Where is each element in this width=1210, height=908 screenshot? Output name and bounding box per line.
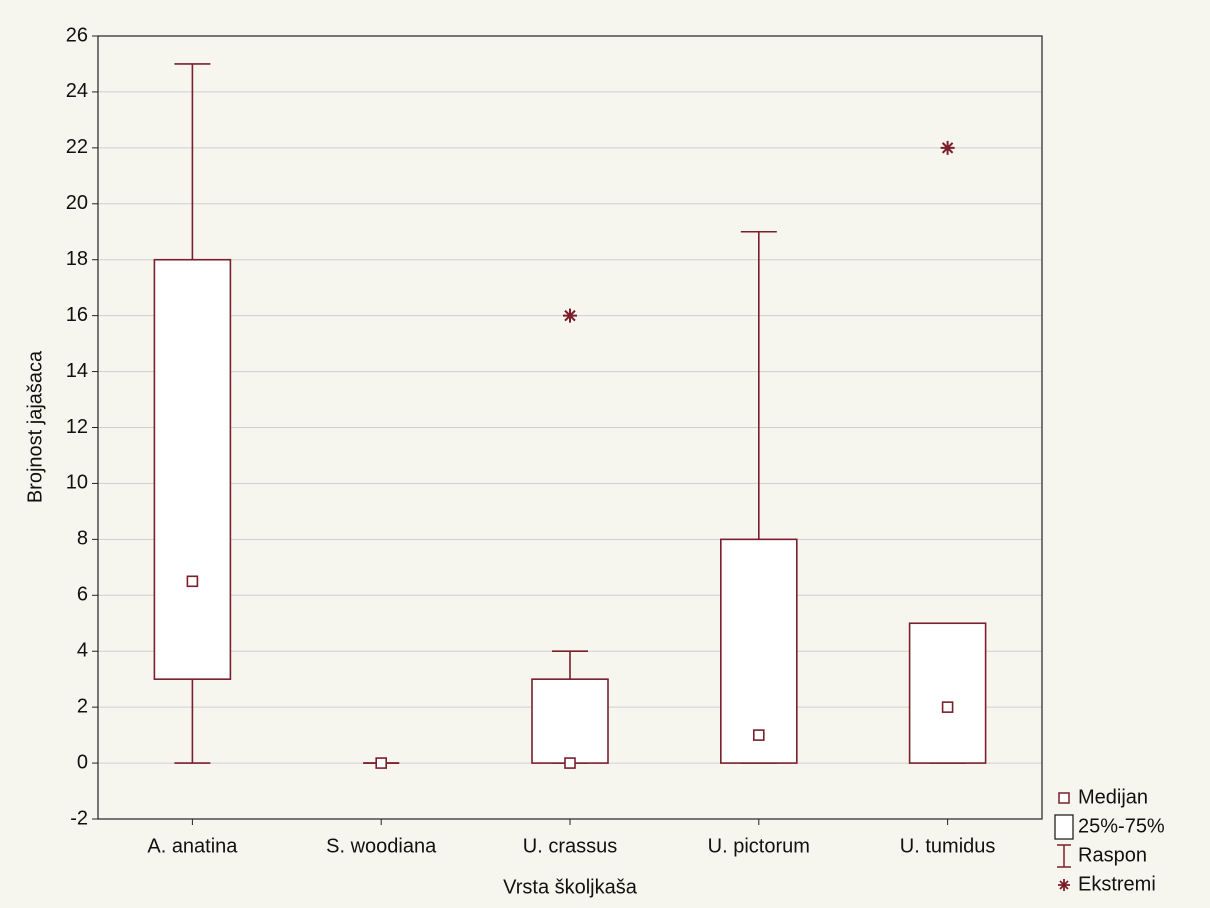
extreme-marker: [563, 308, 577, 323]
median-marker: [564, 757, 576, 769]
y-tick-label: 10: [66, 472, 88, 494]
legend-range: [1057, 844, 1071, 868]
median-marker: [186, 575, 199, 588]
legend-box: [1054, 814, 1074, 840]
y-tick-label: 22: [66, 136, 88, 158]
box: [908, 622, 987, 764]
x-tick-label: U. pictorum: [708, 835, 810, 857]
legend-label: Ekstremi: [1078, 873, 1156, 895]
median-marker: [375, 757, 388, 769]
y-tick-label: 12: [66, 416, 88, 438]
y-tick-label: -2: [70, 807, 88, 829]
x-tick-label: S. woodiana: [326, 835, 437, 857]
y-tick-label: 26: [66, 24, 88, 46]
y-tick-label: 14: [66, 360, 88, 382]
box: [719, 538, 798, 764]
y-tick-label: 20: [66, 192, 88, 214]
x-axis-label: Vrsta školjkaša: [503, 876, 638, 898]
x-tick-label: A. anatina: [147, 835, 238, 857]
y-tick-label: 0: [77, 751, 88, 773]
y-tick-label: 8: [77, 528, 88, 550]
box: [531, 678, 609, 764]
x-tick-label: U. crassus: [523, 835, 617, 857]
y-tick-label: 16: [66, 304, 88, 326]
y-tick-label: 24: [66, 80, 88, 102]
legend-extreme: [1058, 879, 1070, 891]
y-tick-label: 6: [77, 584, 88, 606]
median-marker: [752, 729, 765, 741]
median-marker: [941, 701, 954, 713]
y-tick-label: 4: [77, 639, 88, 661]
extreme-marker: [940, 140, 955, 155]
legend-label: Raspon: [1078, 844, 1147, 866]
y-axis-label: Brojnost jajašaca: [24, 350, 46, 503]
box: [153, 258, 232, 680]
y-tick-label: 18: [66, 248, 88, 270]
legend-median: [1058, 792, 1070, 804]
y-tick-label: 2: [77, 695, 88, 717]
x-tick-label: U. tumidus: [900, 835, 996, 857]
legend-label: 25%-75%: [1078, 815, 1165, 837]
legend-label: Medijan: [1078, 786, 1148, 808]
